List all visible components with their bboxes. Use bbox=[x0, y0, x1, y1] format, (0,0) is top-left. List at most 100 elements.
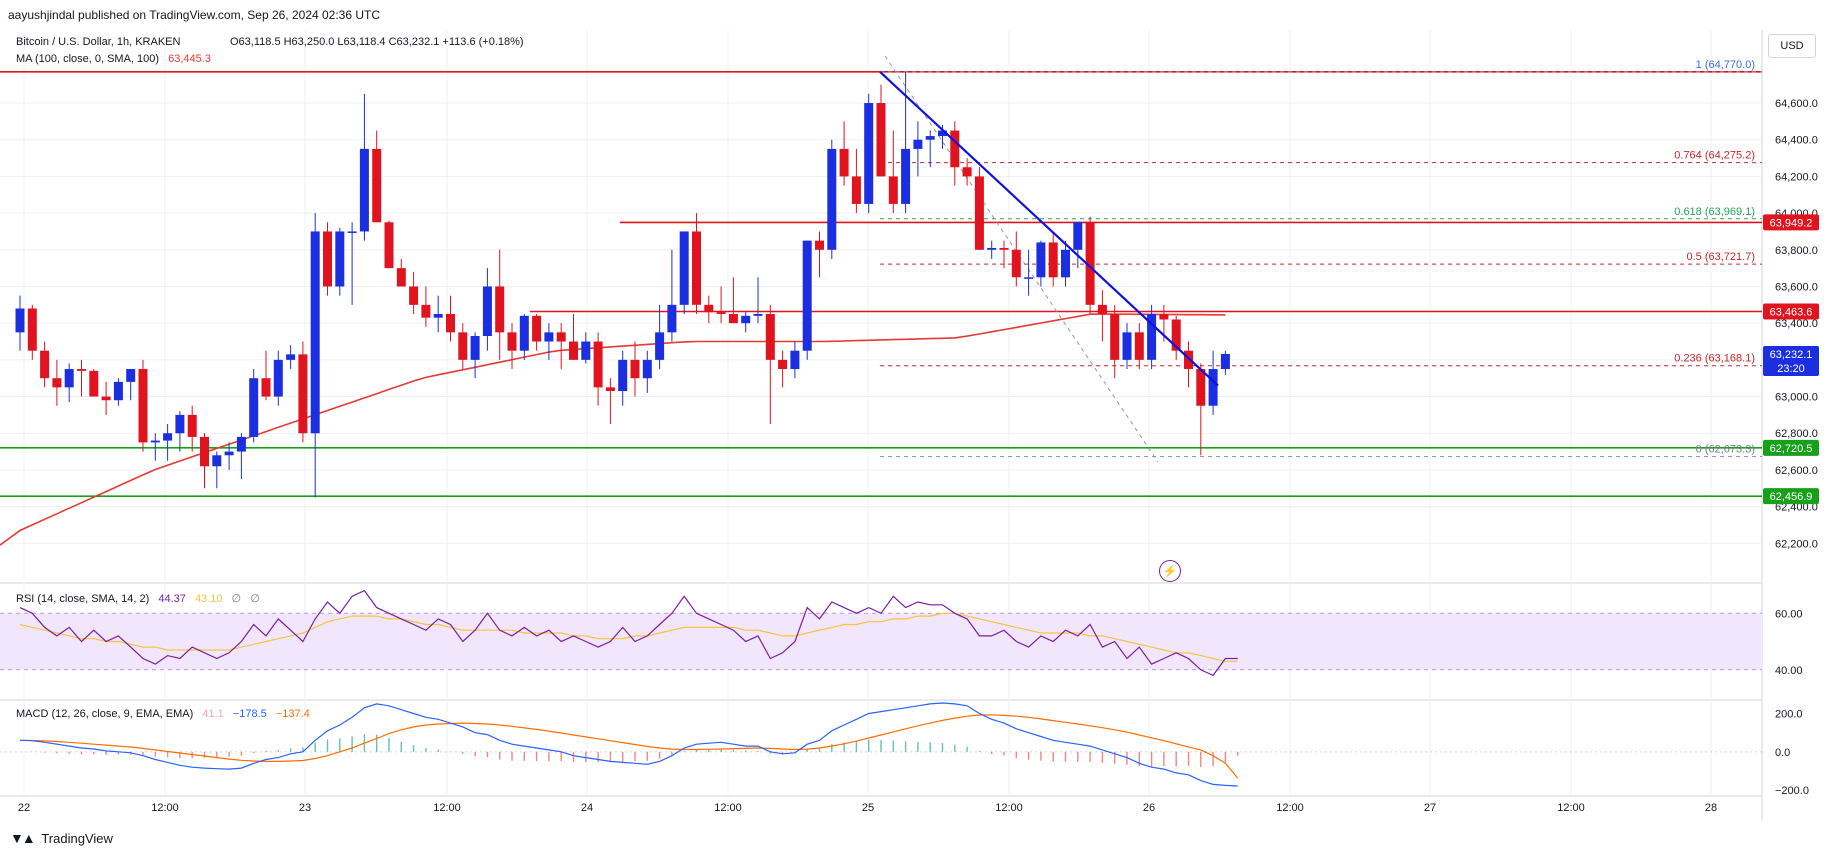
candle-body bbox=[15, 308, 25, 333]
level-price-tag: 62,456.9 bbox=[1763, 488, 1819, 505]
candle bbox=[163, 424, 173, 461]
level-price-tag: 63,949.2 bbox=[1763, 214, 1819, 231]
rsi-tick-label: 60.00 bbox=[1775, 608, 1803, 620]
candle-body bbox=[827, 148, 837, 250]
rsi-legend[interactable]: RSI (14, close, SMA, 14, 2) 44.37 43.10 … bbox=[16, 592, 260, 605]
candle bbox=[950, 121, 960, 186]
candle bbox=[704, 295, 714, 324]
candle bbox=[1196, 363, 1206, 456]
candle bbox=[224, 442, 234, 470]
x-tick-label: 12:00 bbox=[714, 802, 742, 814]
candle-body bbox=[556, 332, 566, 342]
candle-body bbox=[1110, 314, 1120, 360]
candle bbox=[310, 213, 320, 498]
candle bbox=[765, 304, 775, 425]
candle bbox=[77, 359, 86, 397]
time-axis[interactable]: 22 12:00 23 12:00 24 12:00 25 12:00 26 12:00 27 12:… bbox=[18, 802, 1717, 814]
candle-body bbox=[52, 378, 62, 388]
candle bbox=[999, 240, 1009, 269]
candle bbox=[89, 369, 99, 397]
x-tick-label: 26 bbox=[1143, 802, 1155, 814]
y-tick-label: 64,400.0 bbox=[1775, 135, 1818, 147]
candle-body bbox=[765, 314, 775, 360]
candle bbox=[446, 295, 455, 342]
candle bbox=[1184, 341, 1193, 388]
y-tick-label: 63,400.0 bbox=[1775, 318, 1818, 330]
candle bbox=[249, 369, 259, 443]
candle bbox=[692, 213, 701, 314]
candle-body bbox=[1122, 332, 1132, 360]
candle bbox=[679, 231, 689, 314]
candle-body bbox=[347, 231, 357, 233]
candle bbox=[667, 249, 677, 342]
level-price-tag-text: 63,463.6 bbox=[1770, 307, 1813, 319]
candle bbox=[876, 84, 886, 177]
rsi-line bbox=[19, 589, 1238, 677]
candle-body bbox=[618, 359, 628, 392]
candle-body bbox=[1085, 222, 1095, 305]
candle bbox=[27, 304, 37, 360]
candle bbox=[987, 240, 997, 259]
macd-legend-title: MACD (12, 26, close, 9, EMA, EMA) bbox=[16, 708, 194, 720]
y-tick-label: 63,600.0 bbox=[1775, 281, 1818, 293]
candle bbox=[1061, 240, 1070, 287]
signal-legend-value: −137.4 bbox=[275, 708, 310, 720]
candle bbox=[1147, 304, 1157, 370]
candle-body bbox=[839, 148, 849, 177]
candle-body bbox=[987, 247, 997, 250]
macd-line bbox=[19, 702, 1238, 787]
candle-body bbox=[1048, 242, 1058, 278]
tradingview-logo[interactable]: ▼▲ TradingView bbox=[10, 830, 113, 846]
level-price-tag-bg bbox=[1763, 303, 1819, 320]
candle bbox=[200, 433, 209, 489]
candle bbox=[532, 314, 542, 351]
macd-legend[interactable]: MACD (12, 26, close, 9, EMA, EMA) 41.1 −… bbox=[16, 708, 310, 720]
y-tick-label: 62,400.0 bbox=[1775, 502, 1818, 514]
candle-body bbox=[925, 136, 935, 140]
candle bbox=[605, 378, 615, 425]
candle bbox=[15, 295, 25, 351]
candle-body bbox=[999, 247, 1009, 250]
x-tick-label: 23 bbox=[299, 802, 311, 814]
candle-body bbox=[507, 332, 517, 351]
y-tick-label: 62,200.0 bbox=[1775, 538, 1818, 550]
candle-body bbox=[1097, 304, 1107, 314]
y-tick-label: 62,600.0 bbox=[1775, 465, 1818, 477]
candle-body bbox=[224, 451, 234, 456]
candle bbox=[175, 411, 185, 452]
candle-body bbox=[27, 308, 37, 351]
candle bbox=[544, 323, 554, 360]
candle-body bbox=[1220, 353, 1230, 370]
currency-button[interactable]: USD bbox=[1768, 34, 1816, 58]
candle-body bbox=[236, 436, 246, 452]
candle bbox=[1171, 315, 1181, 360]
candle bbox=[40, 341, 50, 388]
candle bbox=[851, 148, 861, 214]
candle bbox=[335, 227, 345, 296]
candle bbox=[827, 139, 837, 259]
macd-tick-label: 200.0 bbox=[1775, 709, 1803, 721]
candle bbox=[1220, 350, 1230, 375]
candle-body bbox=[716, 312, 726, 314]
candle bbox=[581, 332, 591, 364]
rsi-legend-value: 44.37 bbox=[158, 593, 186, 605]
candle bbox=[126, 369, 136, 401]
macd-signal-line bbox=[19, 714, 1239, 779]
symbol-title[interactable]: Bitcoin / U.S. Dollar, 1h, KRAKEN bbox=[16, 36, 181, 48]
candle-body bbox=[642, 359, 652, 379]
candle-body bbox=[741, 315, 751, 324]
candle-body bbox=[1036, 242, 1046, 278]
price-axis[interactable]: 64,600.064,400.064,200.064,000.063,800.0… bbox=[1775, 98, 1818, 797]
level-price-tag: 62,720.5 bbox=[1763, 439, 1819, 456]
fib-level-label: 0.236 (63,168.1) bbox=[1674, 353, 1755, 365]
candle bbox=[556, 323, 566, 370]
descending-trendline bbox=[879, 71, 1219, 387]
candle-body bbox=[384, 222, 394, 269]
ma-100-line bbox=[0, 313, 1226, 546]
candle-body bbox=[938, 130, 947, 137]
ma-legend[interactable]: MA (100, close, 0, SMA, 100) 63,445.3 bbox=[16, 53, 211, 65]
candle bbox=[716, 286, 726, 324]
candle bbox=[138, 359, 148, 452]
candle-body bbox=[569, 341, 578, 360]
flash-icon[interactable]: ⚡ bbox=[1159, 560, 1181, 582]
